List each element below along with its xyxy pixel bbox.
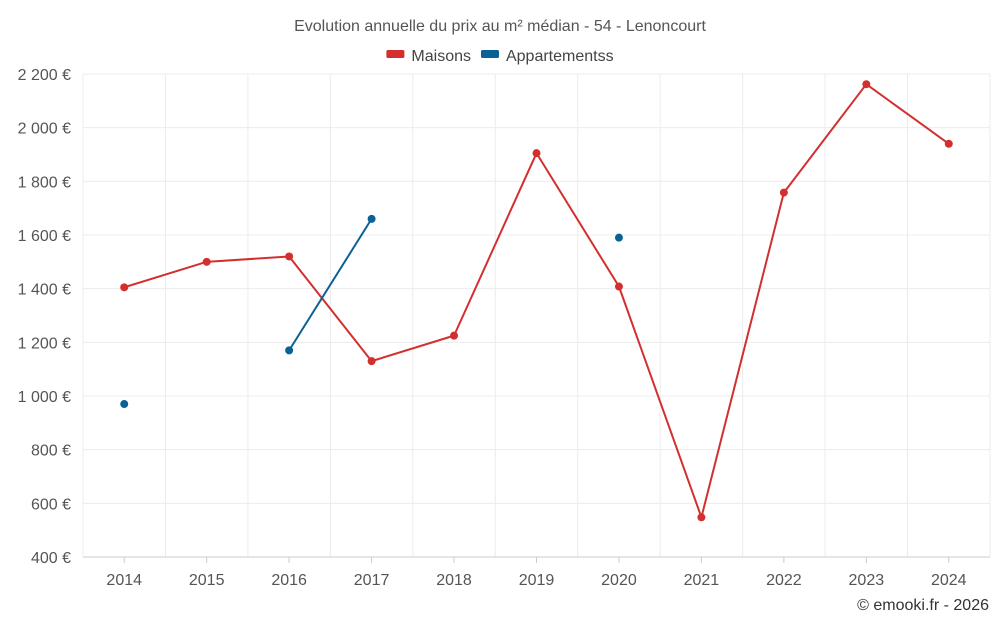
legend-swatch: [386, 50, 405, 58]
x-tick-label-2024: 2024: [931, 572, 967, 589]
data-point-maisons-2023[interactable]: [862, 80, 871, 89]
series-line-appartementss: [288, 218, 373, 351]
credit-text: © emooki.fr - 2026: [857, 597, 989, 614]
y-tick-label: 400 €: [31, 550, 71, 567]
data-point-appartementss-2014[interactable]: [120, 400, 129, 409]
data-point-maisons-2019[interactable]: [532, 149, 541, 158]
legend[interactable]: Maisons Appartementss: [386, 48, 614, 65]
x-tick-label-2016: 2016: [271, 572, 307, 589]
x-tick-label-2019: 2019: [519, 572, 555, 589]
data-point-maisons-2022[interactable]: [779, 188, 788, 197]
data-point-appartementss-2017[interactable]: [367, 214, 376, 223]
data-point-maisons-2020[interactable]: [614, 282, 623, 291]
data-point-maisons-2017[interactable]: [367, 357, 376, 366]
x-tick-label-2020: 2020: [601, 572, 637, 589]
legend-label: Maisons: [411, 48, 471, 65]
y-tick-label: 800 €: [31, 443, 71, 460]
axes: 400 € 600 € 800 € 1 000 € 1 200 € 1 400 € 1 60…: [18, 67, 990, 589]
y-tick-label: 1 000 €: [18, 389, 71, 406]
legend-swatch: [480, 50, 499, 58]
x-tick-label-2017: 2017: [354, 572, 390, 589]
y-tick-label: 2 200 €: [18, 67, 71, 84]
data-point-maisons-2014[interactable]: [120, 283, 129, 292]
x-tick-label-2014: 2014: [106, 572, 142, 589]
x-tick-label-2018: 2018: [436, 572, 472, 589]
data-point-appartementss-2020[interactable]: [614, 233, 623, 242]
y-tick-label: 2 000 €: [18, 121, 71, 138]
gridlines: [82, 73, 991, 558]
chart-title: Evolution annuelle du prix au m² médian …: [294, 18, 706, 35]
series: [120, 80, 953, 522]
legend-item-maisons[interactable]: Maisons: [386, 48, 471, 65]
x-tick-label-2015: 2015: [189, 572, 225, 589]
legend-label: Appartementss: [506, 48, 614, 65]
data-point-maisons-2021[interactable]: [697, 513, 706, 522]
x-tick-label-2022: 2022: [766, 572, 802, 589]
y-tick-label: 1 600 €: [18, 228, 71, 245]
y-tick-label: 600 €: [31, 496, 71, 513]
y-tick-label: 1 200 €: [18, 335, 71, 352]
data-point-maisons-2015[interactable]: [202, 257, 211, 266]
x-tick-label-2021: 2021: [684, 572, 720, 589]
data-point-maisons-2018[interactable]: [450, 331, 459, 340]
y-tick-label: 1 800 €: [18, 174, 71, 191]
data-point-maisons-2024[interactable]: [944, 139, 953, 148]
x-tick-label-2023: 2023: [849, 572, 885, 589]
data-point-appartementss-2016[interactable]: [285, 346, 294, 355]
legend-item-appartementss[interactable]: Appartementss: [480, 48, 614, 65]
y-tick-label: 1 400 €: [18, 282, 71, 299]
data-point-maisons-2016[interactable]: [285, 252, 294, 261]
